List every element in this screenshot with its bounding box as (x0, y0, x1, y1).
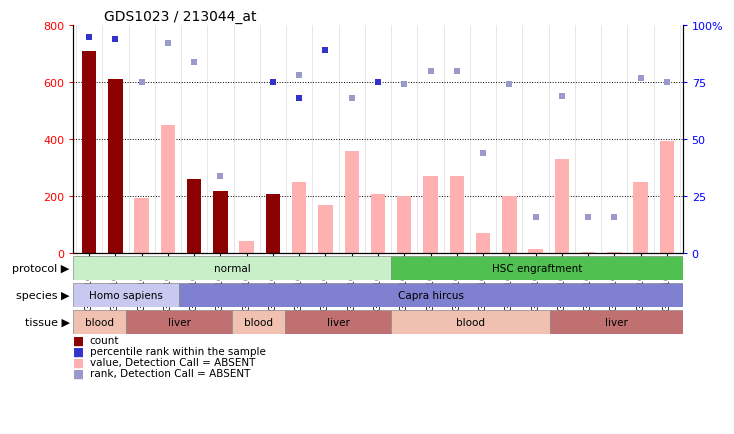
Text: value, Detection Call = ABSENT: value, Detection Call = ABSENT (90, 358, 255, 367)
Bar (319, 205, 333, 254)
Bar (607, 253, 622, 254)
Bar (581, 253, 595, 254)
Bar (344, 151, 359, 254)
Bar (73, 310, 126, 334)
Text: liver: liver (605, 317, 628, 327)
Bar (239, 241, 254, 254)
Bar (502, 197, 517, 254)
Bar (266, 194, 280, 254)
Text: liver: liver (327, 317, 349, 327)
Bar (73, 256, 391, 280)
Bar (449, 177, 464, 254)
Text: tissue ▶: tissue ▶ (25, 317, 70, 327)
Bar (108, 80, 123, 254)
Text: rank, Detection Call = ABSENT: rank, Detection Call = ABSENT (90, 368, 250, 378)
Bar (73, 283, 179, 307)
Text: ■: ■ (73, 334, 84, 347)
Text: normal: normal (214, 263, 251, 273)
Bar (391, 256, 683, 280)
Bar (424, 177, 437, 254)
Bar (391, 310, 550, 334)
Text: protocol ▶: protocol ▶ (12, 263, 70, 273)
Bar (528, 250, 542, 254)
Bar (476, 234, 490, 254)
Bar (371, 194, 385, 254)
Bar (134, 198, 149, 254)
Text: Capra hircus: Capra hircus (398, 290, 464, 300)
Text: species ▶: species ▶ (16, 290, 70, 300)
Bar (286, 310, 391, 334)
Text: GDS1023 / 213044_at: GDS1023 / 213044_at (104, 10, 256, 23)
Text: Homo sapiens: Homo sapiens (90, 290, 163, 300)
Text: blood: blood (85, 317, 115, 327)
Text: ■: ■ (73, 345, 84, 358)
Bar (82, 52, 96, 254)
Text: count: count (90, 336, 119, 345)
Bar (633, 183, 648, 254)
Bar (550, 310, 683, 334)
Bar (660, 141, 674, 254)
Text: percentile rank within the sample: percentile rank within the sample (90, 347, 266, 356)
Bar (292, 183, 307, 254)
Text: HSC engraftment: HSC engraftment (492, 263, 582, 273)
Bar (161, 126, 175, 254)
Text: blood: blood (457, 317, 485, 327)
Bar (179, 283, 683, 307)
Bar (187, 180, 201, 254)
Text: ■: ■ (73, 356, 84, 369)
Text: liver: liver (168, 317, 191, 327)
Bar (214, 191, 228, 254)
Bar (555, 160, 569, 254)
Text: ■: ■ (73, 367, 84, 380)
Bar (233, 310, 286, 334)
Bar (397, 197, 412, 254)
Bar (126, 310, 233, 334)
Text: blood: blood (244, 317, 273, 327)
